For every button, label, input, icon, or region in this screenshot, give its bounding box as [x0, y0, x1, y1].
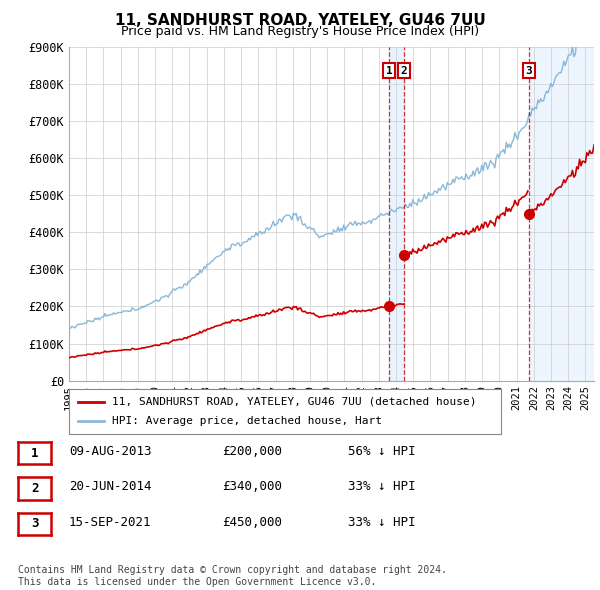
Text: HPI: Average price, detached house, Hart: HPI: Average price, detached house, Hart [112, 417, 382, 426]
Text: 3: 3 [31, 517, 38, 530]
Text: 3: 3 [526, 65, 532, 76]
Text: Contains HM Land Registry data © Crown copyright and database right 2024.
This d: Contains HM Land Registry data © Crown c… [18, 565, 447, 587]
Text: £340,000: £340,000 [222, 480, 282, 493]
Text: 1: 1 [386, 65, 392, 76]
Bar [389, 47, 404, 381]
Text: 56% ↓ HPI: 56% ↓ HPI [348, 445, 415, 458]
Text: 2: 2 [31, 482, 38, 495]
Text: 11, SANDHURST ROAD, YATELEY, GU46 7UU: 11, SANDHURST ROAD, YATELEY, GU46 7UU [115, 13, 485, 28]
Text: 11, SANDHURST ROAD, YATELEY, GU46 7UU (detached house): 11, SANDHURST ROAD, YATELEY, GU46 7UU (d… [112, 397, 476, 407]
Text: 09-AUG-2013: 09-AUG-2013 [69, 445, 151, 458]
Text: 2: 2 [401, 65, 407, 76]
Bar [529, 47, 594, 381]
Text: 33% ↓ HPI: 33% ↓ HPI [348, 480, 415, 493]
Text: 20-JUN-2014: 20-JUN-2014 [69, 480, 151, 493]
Text: 1: 1 [31, 447, 38, 460]
Text: 15-SEP-2021: 15-SEP-2021 [69, 516, 151, 529]
Text: £450,000: £450,000 [222, 516, 282, 529]
Text: Price paid vs. HM Land Registry's House Price Index (HPI): Price paid vs. HM Land Registry's House … [121, 25, 479, 38]
Text: £200,000: £200,000 [222, 445, 282, 458]
Text: 33% ↓ HPI: 33% ↓ HPI [348, 516, 415, 529]
